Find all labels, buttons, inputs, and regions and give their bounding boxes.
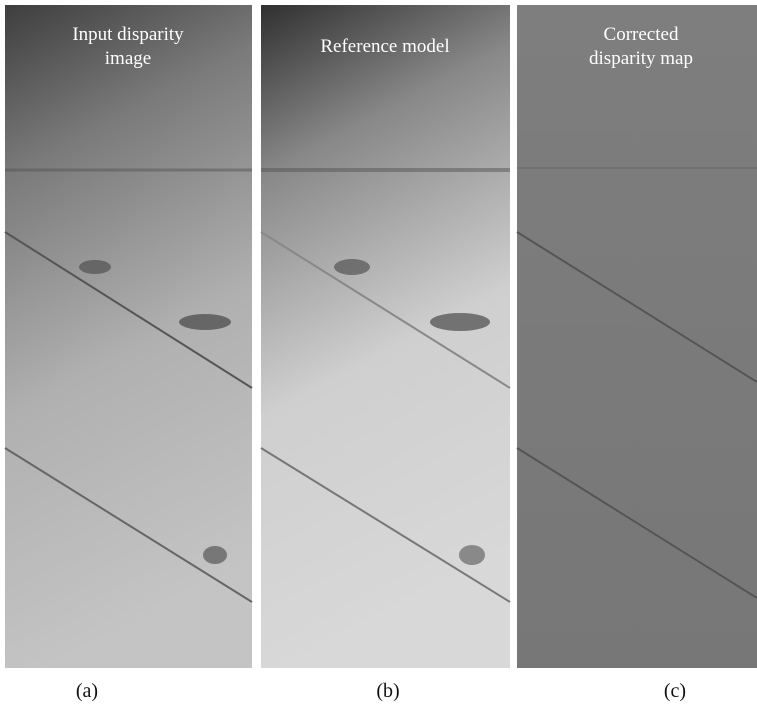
panel-label: (b) (376, 680, 399, 702)
panel-a (5, 5, 252, 668)
image (5, 5, 252, 668)
panel-b (261, 5, 510, 668)
spot (334, 259, 370, 275)
spot (203, 546, 227, 564)
panel-title: Reference model (320, 36, 449, 57)
panel-label: (a) (76, 680, 98, 702)
spot (79, 260, 111, 274)
text-line: Reference model (320, 36, 449, 57)
panel-c (517, 5, 757, 668)
text-line: disparity map (589, 48, 693, 69)
figure: Input disparity image Reference model Cor… (0, 0, 757, 706)
text-line: image (105, 48, 151, 69)
text-line: Corrected (604, 24, 679, 45)
panel-label: (c) (664, 680, 686, 702)
image (517, 5, 757, 668)
spot (459, 545, 485, 565)
image (261, 5, 510, 668)
text-line: Input disparity (72, 24, 184, 45)
spot (430, 313, 490, 331)
spot (179, 314, 231, 330)
